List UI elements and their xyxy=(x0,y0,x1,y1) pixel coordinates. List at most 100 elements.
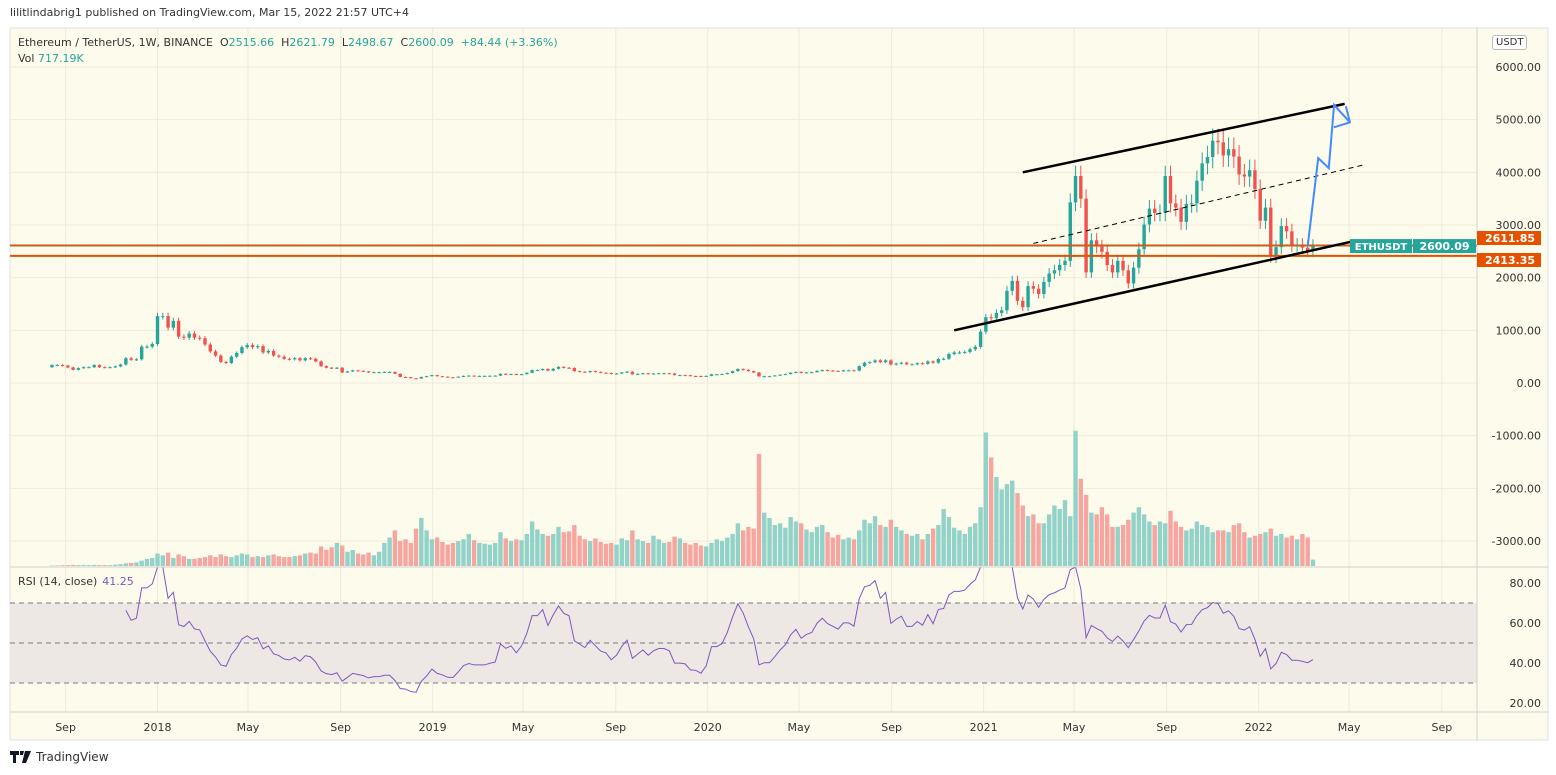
volume-bar xyxy=(951,527,957,566)
volume-bar xyxy=(598,541,603,566)
rsi-tick-label: 60.00 xyxy=(1510,617,1542,630)
candle-body xyxy=(1226,149,1231,156)
candle-body xyxy=(588,371,592,373)
close-label: C xyxy=(400,36,409,49)
volume-bar xyxy=(777,523,783,566)
candle-body xyxy=(1073,176,1078,203)
volume-bar xyxy=(1126,519,1131,566)
volume-bar xyxy=(255,556,260,566)
price-label: 2611.85 xyxy=(1485,232,1535,245)
candle-body xyxy=(599,371,603,373)
volume-bar xyxy=(1178,526,1184,566)
volume-bar xyxy=(1231,525,1237,566)
candle-body xyxy=(60,365,65,367)
vol-label: Vol xyxy=(18,52,35,65)
volume-bar xyxy=(804,529,809,566)
candle-body xyxy=(435,375,439,377)
volume-bar xyxy=(276,556,282,566)
candle-body xyxy=(562,366,566,368)
candle-body xyxy=(804,372,809,374)
candle-body xyxy=(224,361,228,363)
time-tick-label: 2019 xyxy=(419,721,447,734)
candle-body xyxy=(920,363,925,365)
candle-body xyxy=(166,316,170,328)
candle-body xyxy=(846,370,851,372)
volume-bar xyxy=(962,533,967,566)
candle-body xyxy=(635,373,640,375)
candle-body xyxy=(303,358,307,361)
candle-body xyxy=(657,373,661,375)
high-value: 2621.79 xyxy=(289,36,335,49)
candle-body xyxy=(1116,260,1120,273)
candle-body xyxy=(271,350,276,356)
tradingview-logo[interactable]: TradingView xyxy=(10,750,109,764)
volume-bar xyxy=(403,539,408,566)
volume-bar xyxy=(223,556,229,566)
price-label: 2413.35 xyxy=(1485,254,1535,267)
candle-body xyxy=(488,375,492,377)
candle-body xyxy=(219,355,223,362)
candle-body xyxy=(1126,270,1131,284)
arrow-head-icon xyxy=(1333,106,1352,129)
volume-bar xyxy=(508,541,514,566)
volume-bar xyxy=(176,554,181,566)
volume-bar xyxy=(355,553,361,566)
volume-bar xyxy=(107,565,113,566)
candle-body xyxy=(973,346,977,350)
high-label: H xyxy=(281,36,290,49)
candle-body xyxy=(298,358,302,361)
symbol-title[interactable]: Ethereum / TetherUS, 1W, BINANCE xyxy=(18,36,213,49)
price-label-box xyxy=(1413,239,1476,254)
volume-bar xyxy=(746,526,751,566)
time-tick-label: May xyxy=(788,721,811,734)
candle-body xyxy=(1247,170,1252,177)
trend-drawings[interactable] xyxy=(953,102,1366,332)
volume-bar xyxy=(1236,523,1242,566)
open-label: O xyxy=(219,36,229,49)
candle-body xyxy=(899,362,904,364)
time-tick-label: May xyxy=(237,721,260,734)
candle-body xyxy=(1131,267,1136,284)
volume-bar xyxy=(86,565,92,566)
candle-body xyxy=(836,370,840,372)
volume-bar xyxy=(551,533,556,566)
volume-bar xyxy=(419,517,424,566)
volume-bar xyxy=(688,544,693,566)
candle-body xyxy=(535,370,540,372)
volume-bar xyxy=(113,564,118,566)
volume-bar xyxy=(667,541,672,566)
candle-body xyxy=(1269,207,1273,257)
candle-body xyxy=(1015,280,1020,301)
volume-bar xyxy=(1099,507,1105,566)
volume-bar xyxy=(123,563,129,566)
volume-bar xyxy=(329,547,334,566)
horizontal-levels[interactable] xyxy=(10,244,1477,257)
volume-bar xyxy=(471,540,477,566)
candle-body xyxy=(978,331,983,347)
volume-bar xyxy=(1078,478,1084,566)
axes[interactable]: 6000.00 5000.00 4000.00 3000.00 2000.00 1000.… xyxy=(55,61,1541,734)
volume-bar xyxy=(65,565,71,566)
volume-bar xyxy=(941,509,946,566)
currency-badge[interactable]: USDT xyxy=(1492,35,1528,50)
volume-bar xyxy=(740,530,746,566)
candle-body xyxy=(720,374,724,376)
candle-body xyxy=(1253,170,1257,190)
candle-body xyxy=(55,365,59,367)
rsi-label[interactable]: RSI (14, close) xyxy=(18,575,98,588)
candle-body xyxy=(1105,251,1109,266)
candle-body xyxy=(76,368,81,370)
time-tick-label: 2022 xyxy=(1245,721,1273,734)
candle-body xyxy=(525,372,529,375)
price-tick-label: 6000.00 xyxy=(1496,61,1542,74)
volume-bar xyxy=(461,539,466,566)
volume-bar xyxy=(535,529,540,566)
volume-bar xyxy=(1120,525,1126,566)
volume-bar xyxy=(587,541,593,566)
volume-bar xyxy=(999,489,1004,566)
candle-body xyxy=(604,372,608,374)
candle-body xyxy=(1068,202,1072,261)
candle-body xyxy=(767,376,772,378)
candle-body xyxy=(1242,174,1247,177)
